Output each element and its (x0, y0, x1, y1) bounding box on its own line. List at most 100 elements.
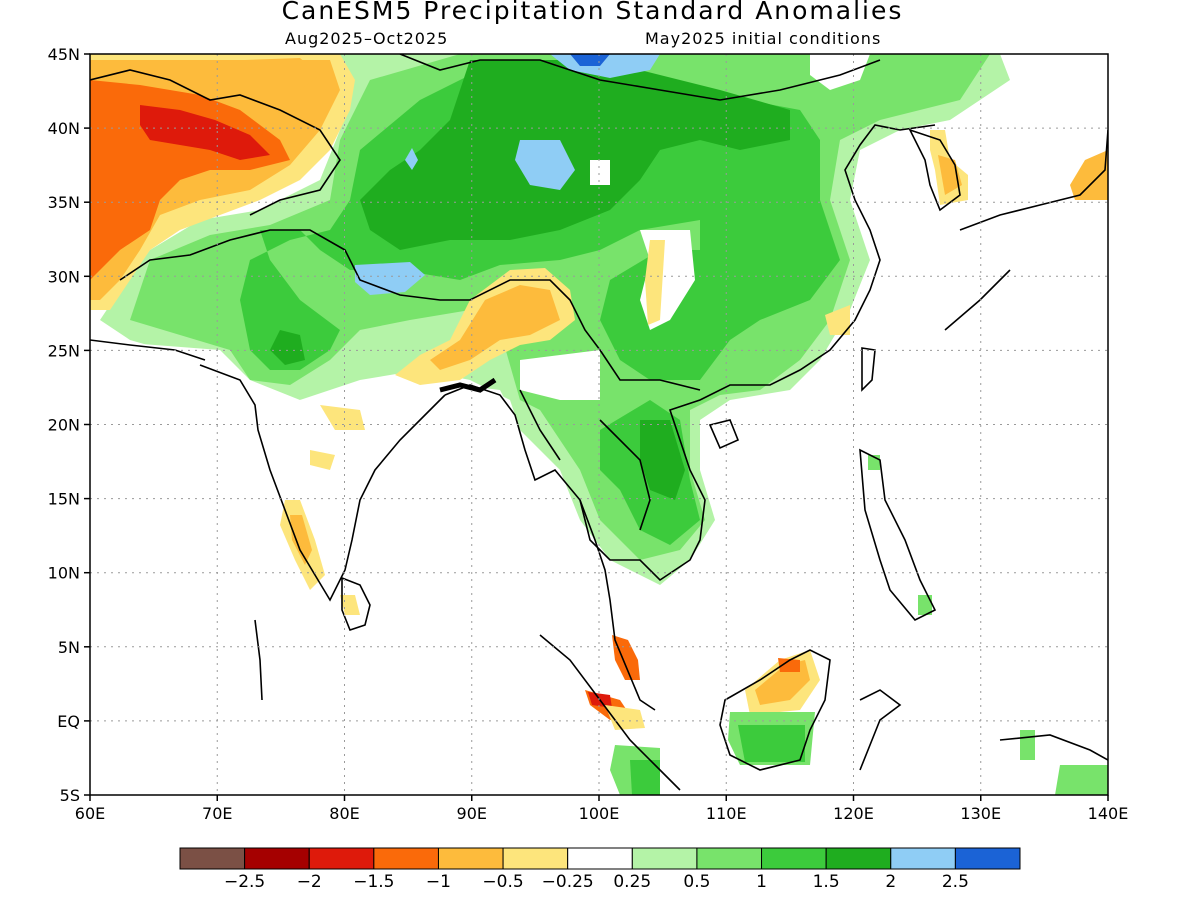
colorbar-label: −1.5 (353, 872, 395, 892)
colorbar-label: −2 (296, 872, 322, 892)
colorbar-swatch (761, 847, 827, 870)
colorbar-label: −0.5 (482, 872, 524, 892)
coastline-sulawesi (859, 689, 902, 771)
colorbar-swatch (179, 847, 246, 870)
lat-tick-label: 45N (48, 45, 80, 64)
coastline-philippines (859, 448, 937, 621)
anomaly-region (738, 725, 805, 762)
lon-tick-label: 90E (457, 804, 487, 823)
anomaly-region (290, 515, 312, 565)
anomaly-region (320, 405, 365, 430)
anomaly-region (360, 60, 790, 250)
anomaly-region (90, 340, 430, 640)
anomaly-region (810, 54, 870, 90)
lat-tick-label: 5N (58, 638, 80, 657)
colorbar-label: 2 (885, 872, 897, 892)
anomaly-region (420, 380, 670, 720)
forecast-period: Aug2025–Oct2025 (285, 29, 449, 48)
coastline-bay (444, 384, 656, 711)
anomaly-region (640, 420, 685, 500)
coastline-maldives (254, 619, 263, 701)
lat-tick-label: 15N (48, 490, 80, 509)
lon-tick-label: 60E (75, 804, 105, 823)
anomaly-region (245, 58, 320, 90)
anomaly-region (270, 330, 305, 365)
anomaly-region (355, 262, 425, 295)
lat-tick-label: 40N (48, 119, 80, 138)
initial-conditions: May2025 initial conditions (645, 29, 882, 48)
lat-tick-label: 5S (60, 786, 80, 805)
colorbar-swatch (954, 847, 1021, 870)
lon-tick-label: 110E (706, 804, 747, 823)
colorbar-label: 2.5 (941, 872, 969, 892)
colorbar-swatch (502, 847, 569, 870)
coastline-borneo (719, 649, 831, 771)
lon-tick-label: 120E (833, 804, 874, 823)
anomaly-region (1070, 150, 1108, 200)
colorbar-swatch (696, 847, 763, 870)
gridlines (90, 54, 1108, 795)
colorbar-swatch (373, 847, 439, 870)
lat-tick-label: 30N (48, 267, 80, 286)
anomaly-region (938, 155, 962, 195)
anomaly-region (310, 450, 335, 470)
coastline-sumatra (539, 634, 681, 791)
coastline-taiwan (861, 347, 876, 392)
colorbar-label: −1 (425, 872, 451, 892)
anomaly-region (430, 285, 560, 370)
border-mekong (519, 389, 651, 531)
anomaly-region (140, 105, 270, 160)
coastline-hainan (708, 419, 740, 450)
anomaly-region (612, 635, 640, 680)
anomaly-region (90, 80, 290, 280)
anomaly-region (405, 148, 418, 170)
coastline-newguinea (999, 734, 1108, 761)
colorbar-label: 0.5 (683, 872, 711, 892)
coastlines (90, 54, 1108, 791)
anomaly-region (605, 705, 645, 730)
colorbar (179, 847, 1021, 870)
border-central-asia (90, 54, 881, 216)
colorbar-label: 1.5 (812, 872, 840, 892)
lon-tick-label: 70E (202, 804, 232, 823)
anomaly-region (570, 54, 610, 66)
colorbar-swatch (890, 847, 956, 870)
coastline-srilanka (341, 576, 371, 631)
lon-tick-label: 130E (960, 804, 1001, 823)
anomaly-region (825, 305, 850, 335)
colorbar-label: 1 (756, 872, 767, 892)
lat-tick-label: 10N (48, 564, 80, 583)
bangladesh-delta (439, 377, 497, 393)
anomaly-region (590, 160, 610, 185)
anomaly-region (1055, 765, 1108, 795)
colorbar-swatch (567, 847, 633, 870)
coastline-india (199, 364, 446, 602)
colorbar-label: 0.25 (613, 872, 652, 892)
lon-tick-label: 100E (579, 804, 620, 823)
border-china-se (599, 349, 701, 391)
colorbar-swatch (308, 847, 375, 870)
coastline-korea (908, 128, 961, 212)
lon-tick-label: 140E (1088, 804, 1129, 823)
anomaly-region (645, 240, 665, 325)
anomaly-region (1020, 730, 1035, 760)
lat-tick-label: 35N (48, 193, 80, 212)
colorbar-label: −0.25 (541, 872, 594, 892)
colorbar-swatch (244, 847, 310, 870)
lon-tick-label: 80E (329, 804, 359, 823)
colorbar-label: −2.5 (223, 872, 266, 892)
colorbar-swatch (631, 847, 698, 870)
anomaly-region (520, 350, 600, 400)
chart-title: CanESM5 Precipitation Standard Anomalies (281, 0, 904, 25)
anomaly-region (778, 658, 800, 672)
border-himalaya (90, 229, 601, 361)
lat-tick-label: 20N (48, 416, 80, 435)
anomaly-region (515, 140, 575, 190)
lat-tick-label: 25N (48, 341, 80, 360)
lat-tick-label: EQ (57, 712, 80, 731)
colorbar-swatch (825, 847, 892, 870)
colorbar-swatch (437, 847, 504, 870)
coastline-japan (944, 129, 1108, 331)
anomaly-region (630, 760, 660, 795)
